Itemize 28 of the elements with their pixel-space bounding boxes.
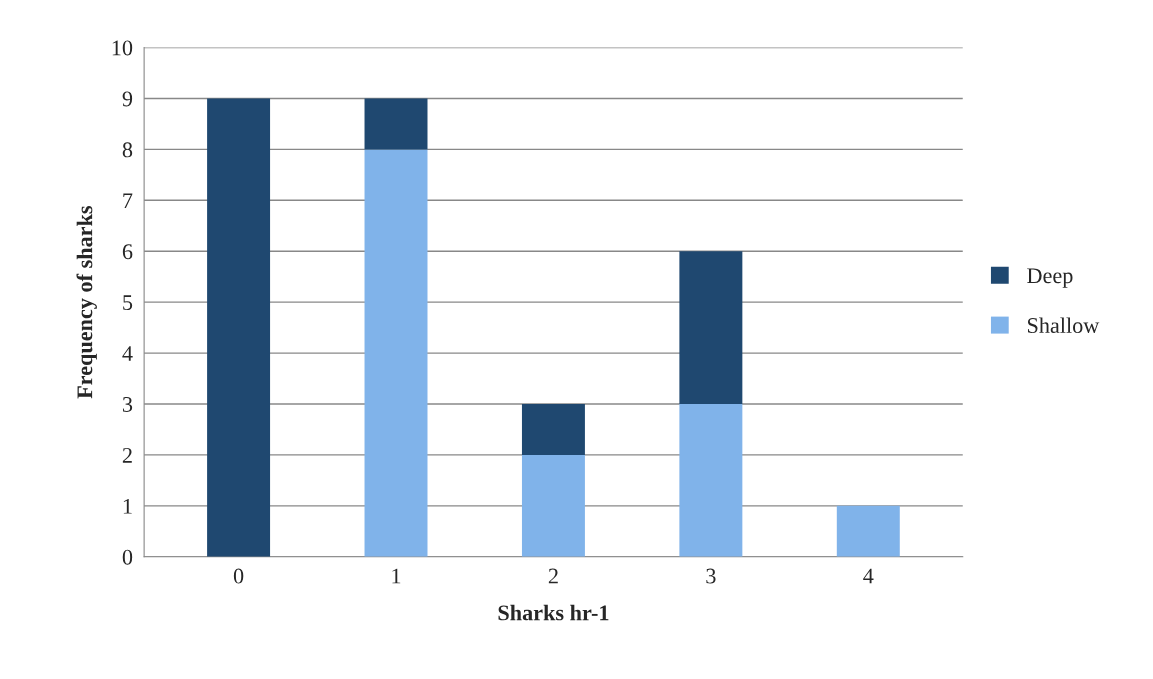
y-tick-label: 4 xyxy=(122,346,133,361)
y-tick-label: 6 xyxy=(122,244,133,260)
x-tick-label: 0 xyxy=(233,568,244,584)
y-tick-label: 0 xyxy=(122,549,133,565)
bar xyxy=(836,505,900,557)
y-tick-label: 1 xyxy=(123,498,132,514)
x-tick-label: 2 xyxy=(548,568,558,584)
x-axis-title: Sharks hr-1 xyxy=(498,604,609,621)
y-tick-label: 3 xyxy=(122,397,133,412)
bar xyxy=(364,98,428,150)
y-tick-label: 9 xyxy=(122,91,133,107)
y-tick-label: 10 xyxy=(112,40,133,56)
legend-label: Deep xyxy=(1027,268,1073,288)
x-tick-label: 1 xyxy=(392,568,401,584)
y-tick-label: 5 xyxy=(123,295,133,311)
bar xyxy=(679,404,743,557)
x-tick-label: 3 xyxy=(706,568,716,584)
y-tick-label: 2 xyxy=(122,447,132,463)
y-axis-title: Frequency of sharks xyxy=(76,205,97,399)
bar xyxy=(679,251,743,404)
y-tick-label: 7 xyxy=(123,193,133,209)
x-tick-label: 4 xyxy=(863,568,874,584)
bar xyxy=(521,454,585,557)
bar xyxy=(207,98,271,557)
y-tick-label: 8 xyxy=(122,142,133,158)
bar xyxy=(521,404,585,455)
bar xyxy=(364,149,428,557)
legend-label: Shallow xyxy=(1027,317,1100,334)
